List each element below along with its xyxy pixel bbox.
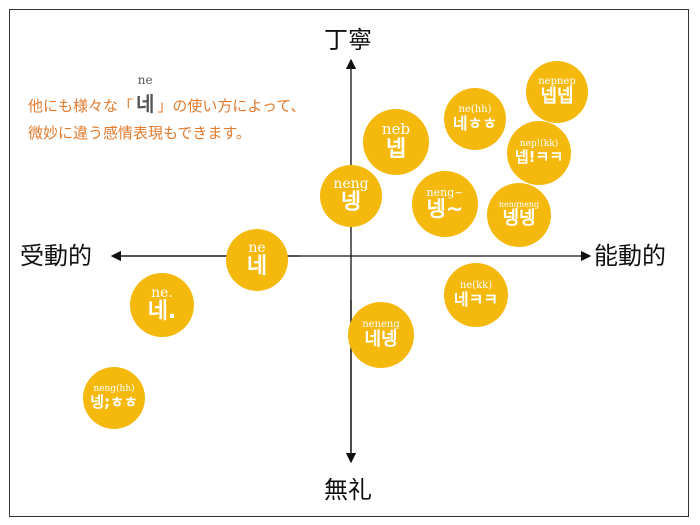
bubble-romaji: nepnep (538, 75, 576, 87)
bubble-romaji: ne(hh) (458, 103, 492, 115)
axis-label-top: 丁寧 (324, 26, 372, 54)
bubble-hangul: 넵 (385, 136, 407, 162)
bubble-hangul: 넵넵 (540, 86, 574, 108)
bubble-nepnep: nepnep 넵넵 (526, 61, 588, 123)
axis-label-right: 能動的 (594, 242, 666, 270)
bubble-hangul: 네. (147, 299, 177, 325)
note-line-1-before: 他にも様々な「 (28, 97, 134, 115)
bubble-ne: ne 네 (226, 229, 288, 291)
bubble-neneng: neneng 네넹 (348, 302, 414, 368)
bubble-hangul: 넵!ㅋㅋ (514, 148, 564, 167)
bubble-neng: neng 넹 (320, 165, 382, 227)
bubble-hangul: 넹 (340, 190, 362, 216)
diagram-frame (9, 9, 689, 517)
note-line-1-after: 」の使い方によって、 (157, 97, 306, 115)
bubble-nep-kk: nep!(kk) 넵!ㅋㅋ (507, 121, 571, 185)
bubble-ne-kk: ne(kk) 네ㅋㅋ (444, 263, 508, 327)
bubble-hangul: 네 (246, 254, 268, 280)
bubble-hangul: 네넹 (364, 329, 398, 351)
bubble-romaji: ne (248, 239, 266, 256)
bubble-neng-hh: neng(hh) 넹;ㅎㅎ (83, 367, 145, 429)
bubble-hangul: 네ㅋㅋ (453, 290, 499, 310)
bubble-romaji: neng(hh) (93, 384, 135, 395)
note-line-2: 微妙に違う感情表現もできます。 (28, 124, 251, 142)
bubble-romaji: neneng (362, 318, 400, 330)
bubble-romaji: nengneng (498, 199, 540, 209)
bubble-romaji: neb (381, 120, 411, 139)
bubble-hangul: 네ㅎㅎ (452, 114, 498, 134)
note-glyph: 네 (136, 92, 155, 116)
bubble-hangul: 넹넹 (502, 208, 536, 230)
bubble-hangul: 넹~ (426, 197, 464, 222)
bubble-ne-period: ne. 네. (130, 273, 194, 337)
bubble-romaji: nep!(kk) (519, 139, 559, 150)
axis-label-left: 受動的 (20, 242, 92, 270)
bubble-romaji: ne(kk) (459, 279, 493, 291)
bubble-romaji: neng (333, 175, 369, 192)
axis-label-bottom: 無礼 (324, 476, 372, 504)
bubble-hangul: 넹;ㅎㅎ (90, 393, 138, 412)
note-line-1: 他にも様々な「 ne 네 」の使い方によって、 (28, 73, 306, 117)
bubble-neng-tilde: neng~ 넹~ (412, 171, 478, 237)
bubble-nengneng: nengneng 넹넹 (487, 183, 551, 247)
note-glyph-wrap: ne 네 (133, 73, 157, 117)
bubble-romaji: ne. (151, 284, 173, 301)
bubble-neb: neb 넵 (363, 109, 429, 175)
bubble-romaji: neng~ (426, 185, 464, 199)
bubble-ne-hh: ne(hh) 네ㅎㅎ (444, 88, 506, 150)
note-ruby: ne (137, 73, 153, 87)
